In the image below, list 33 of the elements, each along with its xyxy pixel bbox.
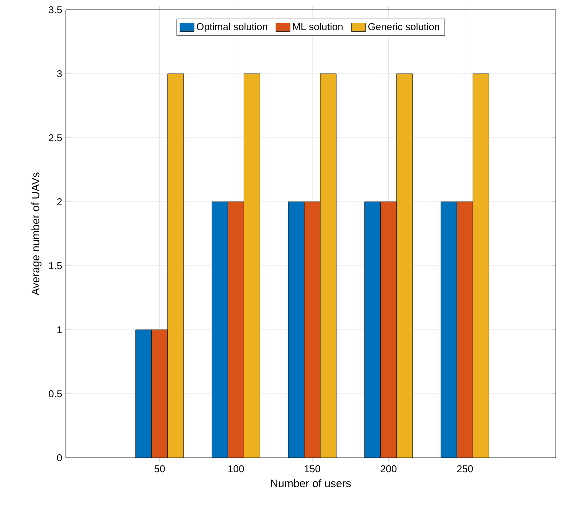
y-tick-label: 2.5 — [49, 134, 62, 142]
bar — [440, 202, 458, 458]
bar — [244, 74, 260, 458]
y-tick-label: 3 — [57, 70, 62, 78]
x-tick-label: 150 — [304, 466, 320, 473]
y-tick-label: 0 — [57, 454, 62, 462]
x-tick-label: 100 — [228, 466, 244, 473]
legend-label: Optimal solution — [197, 23, 268, 32]
y-tick-label: 3.5 — [49, 6, 62, 14]
bar — [380, 202, 398, 458]
y-tick-label: 1.5 — [49, 262, 62, 270]
bar — [304, 202, 321, 458]
bar — [212, 202, 228, 458]
bar — [472, 74, 490, 458]
bar — [364, 202, 382, 458]
x-tick-label: 250 — [457, 466, 474, 473]
bar — [320, 74, 337, 458]
bar — [152, 330, 168, 458]
y-tick-label: 0.5 — [49, 390, 62, 398]
legend-label: ML solution — [293, 23, 343, 30]
bar — [456, 202, 474, 458]
bar — [168, 74, 184, 458]
bar — [396, 74, 414, 458]
bar — [136, 330, 152, 458]
y-axis-title: Average number of UAVs — [32, 172, 42, 296]
x-tick-label: 200 — [381, 466, 397, 473]
y-tick-label: 2 — [57, 198, 62, 206]
y-tick-label: 1 — [58, 326, 62, 334]
x-axis-title: Number of users — [271, 479, 352, 488]
bar — [228, 202, 244, 458]
legend-label: Generic solution — [368, 23, 440, 30]
x-tick-label: 50 — [154, 466, 166, 473]
bar — [288, 202, 305, 458]
